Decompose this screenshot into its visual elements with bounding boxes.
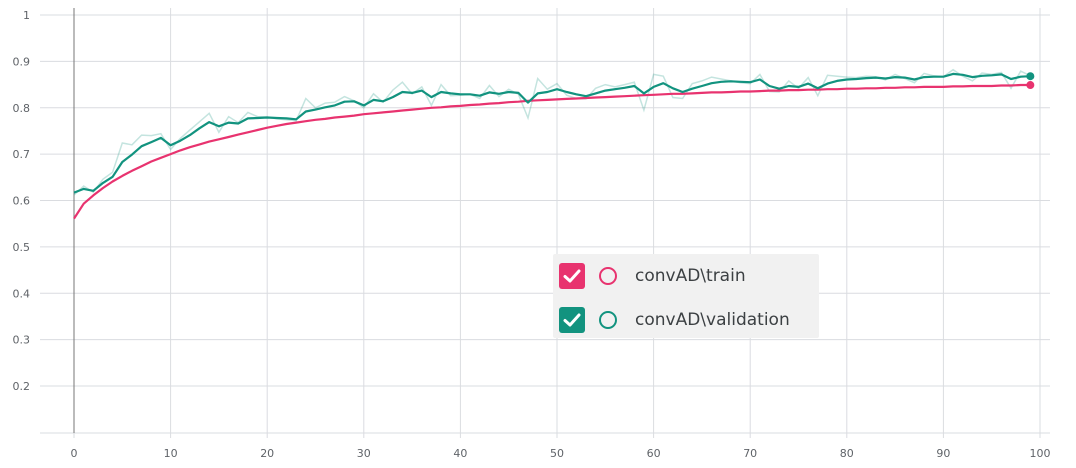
y-tick-label: 0.9 xyxy=(13,55,31,68)
y-tick-label: 1 xyxy=(23,9,30,22)
y-tick-label: 0.8 xyxy=(13,102,31,115)
x-tick-label: 0 xyxy=(71,447,78,460)
x-tick-label: 10 xyxy=(164,447,178,460)
train-checkbox[interactable] xyxy=(559,263,585,289)
series-group xyxy=(73,68,1035,220)
tick-labels: 0 10 20 30 40 50 60 70 80 90 100 0.2 0.3 0.4 0.5 0.6 0.7… xyxy=(13,9,1051,460)
x-tick-label: 30 xyxy=(357,447,371,460)
y-tick-label: 0.2 xyxy=(13,380,31,393)
y-tick-label: 0.5 xyxy=(13,241,31,254)
series-line-1 xyxy=(73,72,1031,194)
axes xyxy=(40,8,1050,434)
x-tick-label: 60 xyxy=(647,447,661,460)
y-tick-label: 0.6 xyxy=(13,195,31,208)
x-tick-label: 80 xyxy=(840,447,854,460)
legend-label-validation: convAD\validation xyxy=(635,310,790,330)
x-tick-label: 70 xyxy=(743,447,757,460)
x-tick-label: 20 xyxy=(260,447,274,460)
legend-item-train[interactable]: convAD\train xyxy=(559,260,746,292)
validation-checkbox[interactable] xyxy=(559,307,585,333)
check-icon xyxy=(563,269,581,283)
x-tick-label: 40 xyxy=(453,447,467,460)
x-tick-label: 90 xyxy=(936,447,950,460)
series-end-point-1 xyxy=(1026,72,1035,81)
legend-item-validation[interactable]: convAD\validation xyxy=(559,304,790,336)
y-tick-label: 0.4 xyxy=(13,287,31,300)
validation-circle-icon xyxy=(599,311,617,329)
y-tick-label: 0.3 xyxy=(13,334,31,347)
legend-label-train: convAD\train xyxy=(635,266,746,286)
grid-lines xyxy=(40,8,1050,438)
legend: convAD\train convAD\validation xyxy=(553,254,819,338)
train-circle-icon xyxy=(599,267,617,285)
check-icon xyxy=(563,313,581,327)
series-raw-line-1 xyxy=(73,68,1031,196)
x-tick-label: 50 xyxy=(550,447,564,460)
x-tick-label: 100 xyxy=(1030,447,1051,460)
series-line-0 xyxy=(73,83,1031,220)
series-end-point-0 xyxy=(1026,81,1035,90)
y-tick-label: 0.7 xyxy=(13,148,31,161)
